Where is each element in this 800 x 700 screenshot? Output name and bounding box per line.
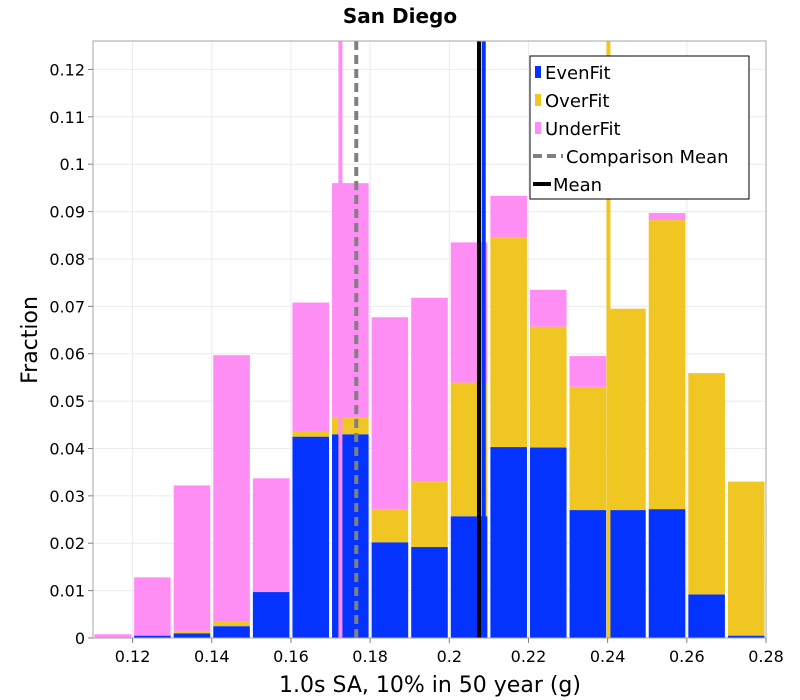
- axis-ticks: 0.12 0.14 0.16 0.18 0.2 0.22 0.24 0.26 0.28 0 0.01…: [49, 60, 783, 666]
- x-tick-label-6: 0.24: [590, 647, 626, 666]
- bar-evenfit-9: [450, 516, 488, 638]
- bar-overfit-6: [332, 417, 369, 435]
- bar-evenfit-12: [569, 510, 607, 638]
- bar-evenfit-13: [609, 510, 646, 638]
- bar-overfit-9: [450, 382, 488, 517]
- bar-underfit-3: [213, 355, 250, 622]
- bar-underfit-8: [411, 297, 448, 482]
- y-tick-label-11: 0.11: [49, 108, 85, 127]
- bar-evenfit-4: [252, 592, 290, 638]
- x-tick-label-1: 0.14: [194, 647, 230, 666]
- y-tick-label-0: 0: [75, 629, 85, 648]
- y-tick-label-3: 0.03: [49, 487, 85, 506]
- y-axis-title: Fraction: [18, 296, 43, 384]
- bar-evenfit-14: [648, 509, 686, 638]
- bar-evenfit-11: [529, 447, 567, 638]
- bar-underfit-4: [252, 478, 290, 593]
- bar-evenfit-8: [411, 547, 448, 638]
- y-tick-label-7: 0.07: [49, 297, 85, 316]
- bar-evenfit-15: [688, 594, 725, 638]
- bar-underfit-14: [648, 212, 686, 221]
- bar-overfit-10: [490, 237, 527, 448]
- y-tick-label-9: 0.09: [49, 203, 85, 222]
- bar-overfit-16: [727, 481, 765, 636]
- bar-underfit-9: [450, 242, 488, 383]
- bar-underfit-1: [134, 577, 171, 636]
- y-tick-label-8: 0.08: [49, 250, 85, 269]
- mean-lines: [338, 41, 611, 638]
- bar-evenfit-2: [173, 633, 211, 638]
- y-tick-label-12: 0.12: [49, 60, 85, 79]
- bars: [94, 183, 765, 638]
- bar-underfit-5: [292, 302, 330, 432]
- bar-evenfit-10: [490, 447, 527, 638]
- legend-swatch-evenfit: [535, 66, 541, 78]
- x-tick-label-2: 0.16: [273, 647, 309, 666]
- x-tick-label-5: 0.22: [511, 647, 547, 666]
- x-tick-label-7: 0.26: [669, 647, 705, 666]
- y-tick-label-10: 0.1: [60, 155, 85, 174]
- legend-label-mean: Mean: [553, 175, 602, 196]
- bar-overfit-5: [292, 431, 330, 437]
- x-tick-label-3: 0.18: [352, 647, 388, 666]
- bar-evenfit-5: [292, 436, 330, 638]
- bar-evenfit-3: [213, 626, 250, 638]
- bar-evenfit-7: [371, 542, 409, 638]
- x-tick-label-8: 0.28: [748, 647, 784, 666]
- legend: EvenFit OverFit UnderFit Comparison Mean Mea…: [529, 55, 750, 200]
- plot-border: [92, 40, 767, 639]
- legend-swatch-underfit: [535, 122, 541, 134]
- legend-label-comparison-mean: Comparison Mean: [566, 147, 729, 168]
- bar-overfit-11: [529, 326, 567, 448]
- bar-underfit-7: [371, 317, 409, 510]
- legend-label-underfit: UnderFit: [545, 119, 621, 140]
- bar-underfit-10: [490, 195, 527, 238]
- x-tick-label-0: 0.12: [115, 647, 151, 666]
- legend-label-overfit: OverFit: [545, 91, 609, 112]
- bar-underfit-11: [529, 289, 567, 327]
- bar-overfit-3: [213, 621, 250, 627]
- bar-overfit-8: [411, 481, 448, 548]
- bar-overfit-15: [688, 373, 725, 595]
- x-axis-title: 1.0s SA, 10% in 50 year (g): [279, 673, 581, 698]
- y-tick-label-2: 0.02: [49, 534, 85, 553]
- chart-title: San Diego: [343, 4, 457, 28]
- y-tick-label-4: 0.04: [49, 439, 85, 458]
- bar-evenfit-6: [332, 434, 369, 638]
- legend-box: [529, 55, 750, 200]
- y-tick-label-6: 0.06: [49, 345, 85, 364]
- bar-underfit-12: [569, 356, 607, 387]
- bar-underfit-0: [94, 634, 132, 638]
- legend-label-evenfit: EvenFit: [545, 63, 611, 84]
- bar-overfit-14: [648, 220, 686, 510]
- bar-overfit-12: [569, 386, 607, 511]
- bar-overfit-7: [371, 509, 409, 543]
- bar-overfit-2: [173, 630, 211, 634]
- legend-swatch-overfit: [535, 94, 541, 106]
- x-tick-label-4: 0.2: [437, 647, 462, 666]
- y-tick-label-1: 0.01: [49, 582, 85, 601]
- y-tick-label-5: 0.05: [49, 392, 85, 411]
- bar-evenfit-1: [134, 635, 171, 638]
- bar-underfit-6: [332, 183, 369, 418]
- bar-overfit-13: [609, 308, 646, 511]
- bar-underfit-2: [173, 485, 211, 631]
- bar-evenfit-16: [727, 635, 765, 638]
